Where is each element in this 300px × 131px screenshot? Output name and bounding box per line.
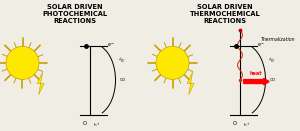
Text: CO: CO (270, 78, 276, 82)
Text: heat: heat (249, 71, 262, 77)
Text: e$^-$: e$^-$ (107, 42, 116, 49)
Text: H$_2$: H$_2$ (116, 55, 126, 65)
Text: O: O (232, 121, 237, 126)
FancyArrow shape (244, 78, 269, 85)
Circle shape (156, 46, 189, 79)
Text: O: O (82, 121, 87, 126)
Polygon shape (37, 72, 44, 95)
Text: e$^-$: e$^-$ (257, 42, 266, 49)
Text: SOLAR DRIVEN
PHOTOCHEMICAL
REACTIONS: SOLAR DRIVEN PHOTOCHEMICAL REACTIONS (42, 4, 108, 24)
Text: CO: CO (120, 78, 126, 82)
Text: h$^+$: h$^+$ (243, 121, 250, 129)
Text: SOLAR DRIVEN
THERMOCHEMICAL
REACTIONS: SOLAR DRIVEN THERMOCHEMICAL REACTIONS (190, 4, 260, 24)
Polygon shape (187, 72, 194, 95)
Circle shape (6, 46, 39, 79)
Text: Thermalization: Thermalization (261, 37, 296, 42)
Text: h$^+$: h$^+$ (93, 121, 100, 129)
Text: H$_2$: H$_2$ (266, 55, 276, 65)
